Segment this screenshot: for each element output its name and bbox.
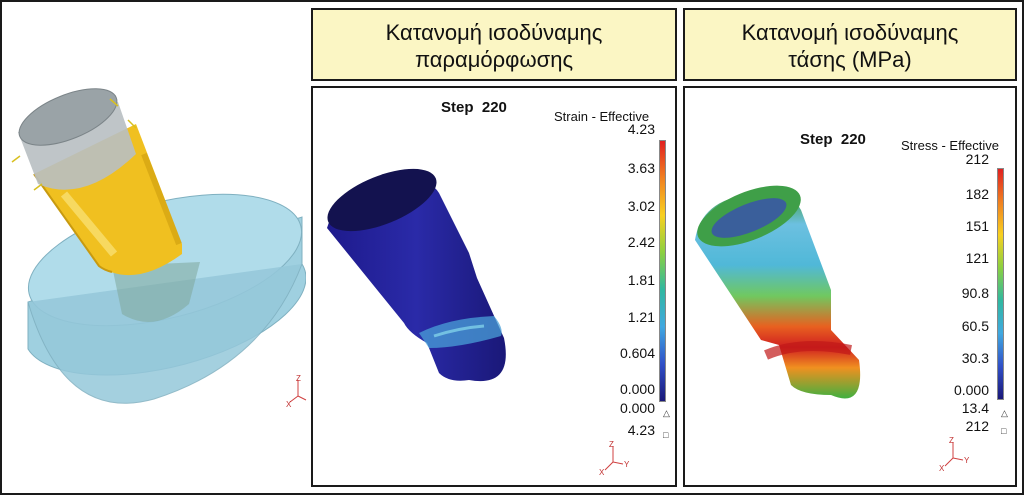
stress-tick: 182 [965, 186, 989, 202]
strain-tick: 3.63 [627, 160, 655, 176]
stress-min-value: 13.4 [961, 400, 989, 416]
strain-color-bar [659, 140, 666, 402]
stress-step-label: Step 220 [800, 131, 866, 148]
stress-header: Κατανομή ισοδύναμης τάσης (MPa) [683, 8, 1017, 81]
strain-tick: 0.604 [619, 345, 655, 361]
setup-view: Z X [4, 4, 308, 491]
axis-z-label: Z [296, 374, 301, 383]
axis-x-label: X [599, 468, 605, 477]
stress-contour-model [695, 185, 861, 399]
strain-tick: 2.42 [627, 234, 655, 250]
axis-z-label: Z [609, 440, 614, 449]
strain-step-number: 220 [481, 99, 507, 116]
axis-z-label: Z [949, 436, 954, 445]
strain-panel: Step 220 Strain - Effective 4.23 3.63 3.… [311, 86, 677, 487]
setup-illustration [11, 88, 307, 404]
strain-tick: 1.81 [627, 272, 655, 288]
axis-x-label: X [939, 464, 945, 473]
axis-x-label: X [286, 400, 292, 409]
stress-tick: 60.5 [961, 318, 989, 334]
stress-tick: 212 [965, 151, 989, 167]
stress-tick: 121 [965, 250, 989, 266]
min-triangle-icon: △ [1001, 408, 1008, 418]
max-square-icon: □ [663, 430, 669, 440]
stress-tick: 151 [965, 218, 989, 234]
punch-shadow [112, 262, 200, 322]
axis-y-label: Y [964, 456, 970, 465]
strain-tick: 0.000 [619, 381, 655, 397]
stress-step-word: Step [800, 131, 833, 148]
axis-triad-stress: Z X Y [939, 436, 971, 473]
min-triangle-icon: △ [663, 408, 670, 418]
max-square-icon: □ [1001, 426, 1007, 436]
strain-tick: 4.23 [627, 121, 655, 137]
strain-min-value: 0.000 [619, 400, 655, 416]
strain-contour-model [327, 168, 506, 382]
strain-step-word: Step [441, 99, 474, 116]
strain-header-line2: παραμόρφωσης [414, 47, 574, 72]
strain-tick: 3.02 [627, 198, 655, 214]
stress-color-bar [997, 168, 1004, 400]
upper-punch [18, 88, 136, 190]
stress-panel: Step 220 Stress - Effective 212 182 151 … [683, 86, 1017, 487]
strain-max-value: 4.23 [627, 422, 655, 438]
strain-header-line1: Κατανομή ισοδύναμης [385, 20, 603, 45]
stress-step-number: 220 [840, 131, 866, 148]
axis-triad-setup: Z X [286, 374, 308, 410]
guide-marks [11, 98, 137, 191]
axis-y-label: Y [624, 460, 630, 469]
axis-triad-strain: Z X Y [599, 440, 631, 477]
stress-tick: 30.3 [961, 350, 989, 366]
strain-tick: 1.21 [627, 309, 655, 325]
strain-header: Κατανομή ισοδύναμης παραμόρφωσης [311, 8, 677, 81]
stress-legend-title: Stress - Effective [901, 138, 1000, 153]
strain-step-label: Step 220 [441, 99, 507, 116]
stress-header-line1: Κατανομή ισοδύναμης [741, 20, 959, 45]
stress-max-value: 212 [965, 418, 989, 434]
stress-tick: 90.8 [961, 285, 989, 301]
strain-legend-title: Strain - Effective [554, 109, 650, 124]
stress-header-line2: τάσης (MPa) [788, 47, 912, 72]
stress-tick: 0.000 [953, 382, 989, 398]
